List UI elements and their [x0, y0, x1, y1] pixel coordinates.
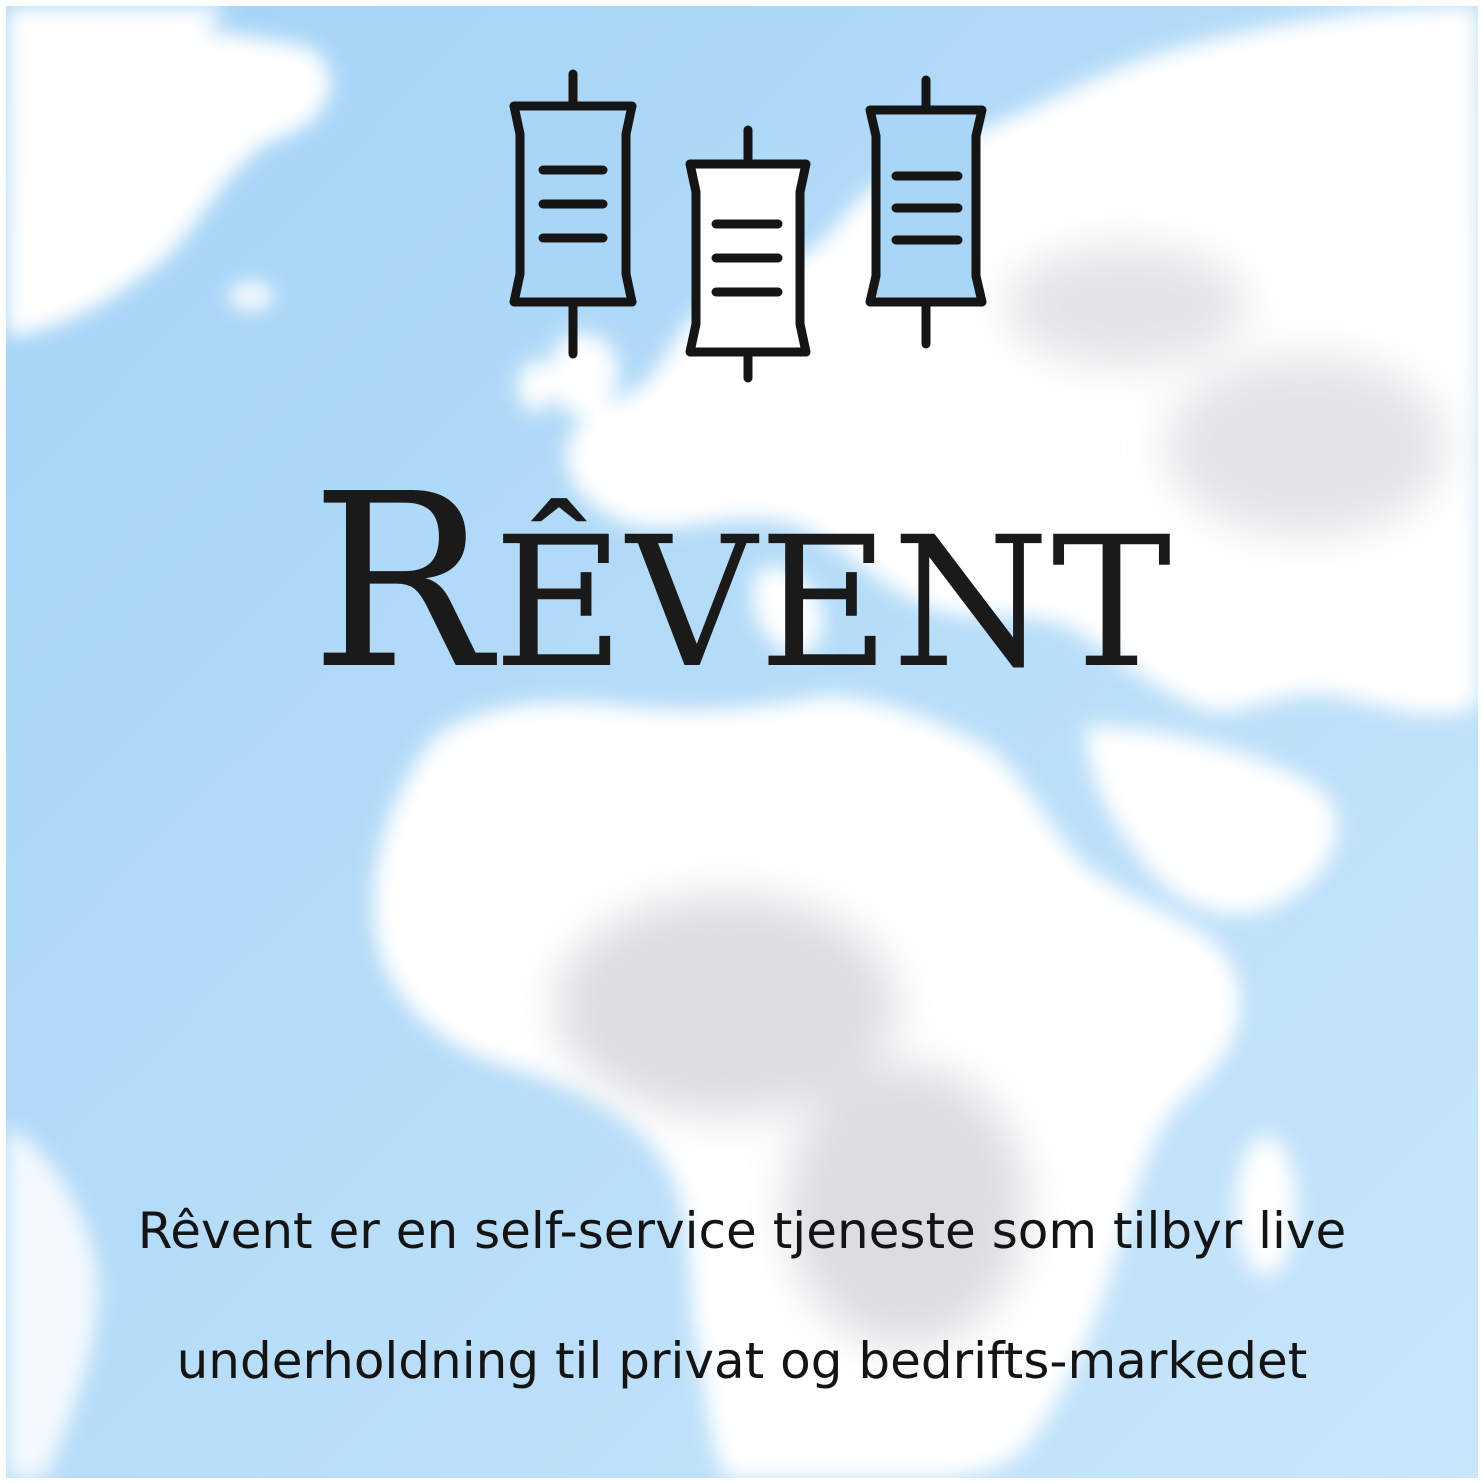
poster: Rêvent Rêvent er en self-service tjenest…: [6, 6, 1478, 1478]
brand-initial: R: [310, 442, 494, 722]
tagline-line-1: Rêvent er en self-service tjeneste som t…: [137, 1202, 1347, 1260]
brand-wordmark: Rêvent: [6, 452, 1478, 734]
hanging-lanterns-icon: [509, 69, 987, 383]
brand-name-rest: êvent: [493, 499, 1174, 708]
tagline-line-2: underholdning til privat og bedrifts-mar…: [176, 1332, 1308, 1390]
